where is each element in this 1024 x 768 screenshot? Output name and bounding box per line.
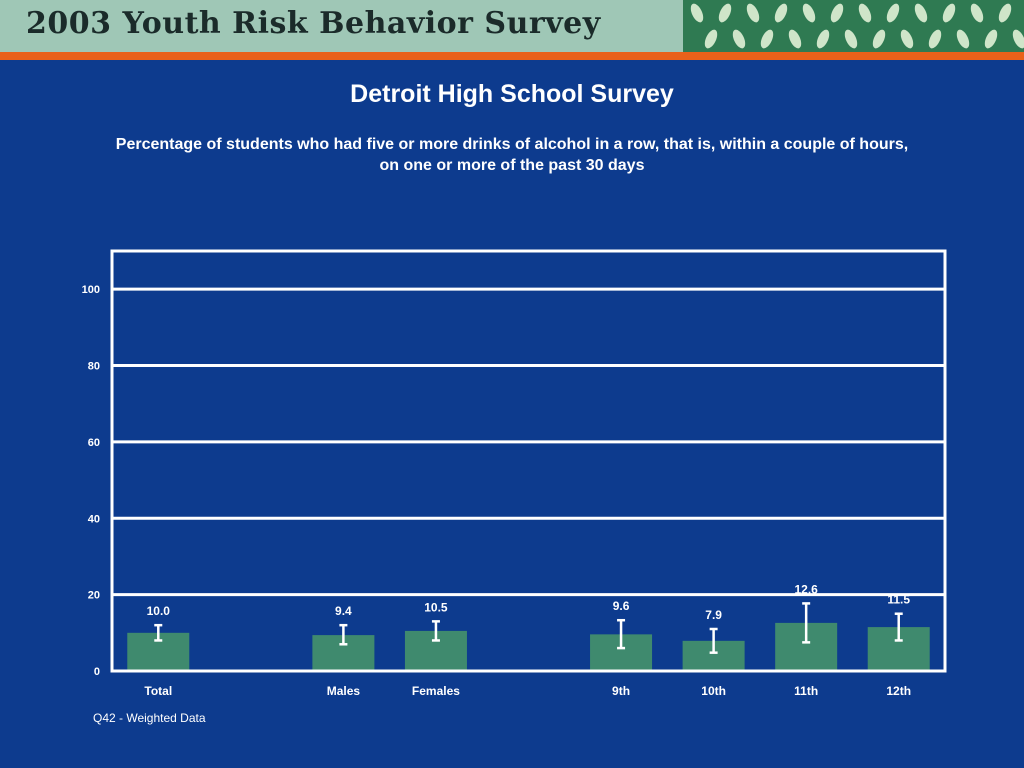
leaf-icon — [704, 29, 718, 49]
y-tick-label: 80 — [88, 361, 100, 373]
leaf-icon — [774, 3, 788, 23]
y-tick-label: 40 — [88, 513, 100, 525]
leaf-icon — [886, 3, 900, 23]
leaf-icon — [858, 3, 872, 23]
data-label: 9.4 — [335, 604, 352, 618]
y-tick-label: 0 — [94, 666, 100, 678]
header-banner: 2003 Youth Risk Behavior Survey — [0, 0, 1024, 52]
leaf-icon — [802, 3, 816, 23]
leaf-icon — [914, 3, 928, 23]
y-tick-label: 100 — [82, 284, 100, 296]
plot-frame — [110, 249, 947, 673]
leaf-icon — [928, 29, 942, 49]
leaf-icon — [900, 29, 914, 49]
leaf-icon — [718, 3, 732, 23]
leaf-pattern-icon — [683, 0, 1024, 52]
leaf-icon — [746, 3, 760, 23]
leaf-icon — [760, 29, 774, 49]
x-tick-label: 9th — [612, 684, 630, 698]
leaf-icon — [844, 29, 858, 49]
data-label: 10.5 — [424, 600, 448, 614]
y-tick-label: 60 — [88, 437, 100, 449]
leaf-icon — [816, 29, 830, 49]
leaf-icon — [788, 29, 802, 49]
x-tick-label: 11th — [794, 684, 818, 698]
chart-subtitle: Percentage of students who had five or m… — [115, 136, 909, 174]
leaf-icon — [732, 29, 746, 49]
accent-rule — [0, 52, 1024, 60]
chart-title: Detroit High School Survey — [350, 80, 674, 108]
x-tick-label: 10th — [701, 684, 726, 698]
data-label: 11.5 — [887, 593, 910, 607]
x-tick-label: Females — [412, 684, 460, 698]
leaf-icon — [970, 3, 984, 23]
banner-title: 2003 Youth Risk Behavior Survey — [26, 6, 601, 41]
data-label: 10.0 — [147, 604, 171, 618]
footnote: Q42 - Weighted Data — [93, 711, 206, 725]
data-label: 7.9 — [705, 608, 722, 622]
x-tick-label: Total — [144, 684, 172, 698]
leaf-icon — [956, 29, 970, 49]
x-tick-label: Males — [327, 684, 361, 698]
leaf-icon — [830, 3, 844, 23]
leaf-icon — [1012, 29, 1024, 49]
leaf-icon — [942, 3, 956, 23]
leaf-icon — [690, 3, 704, 23]
leaf-icon — [872, 29, 886, 49]
x-tick-label: 12th — [886, 684, 911, 698]
leaf-icon — [998, 3, 1012, 23]
leaf-icon — [984, 29, 998, 49]
data-label: 9.6 — [613, 599, 630, 613]
y-tick-label: 20 — [88, 590, 100, 602]
data-label: 12.6 — [794, 582, 818, 596]
